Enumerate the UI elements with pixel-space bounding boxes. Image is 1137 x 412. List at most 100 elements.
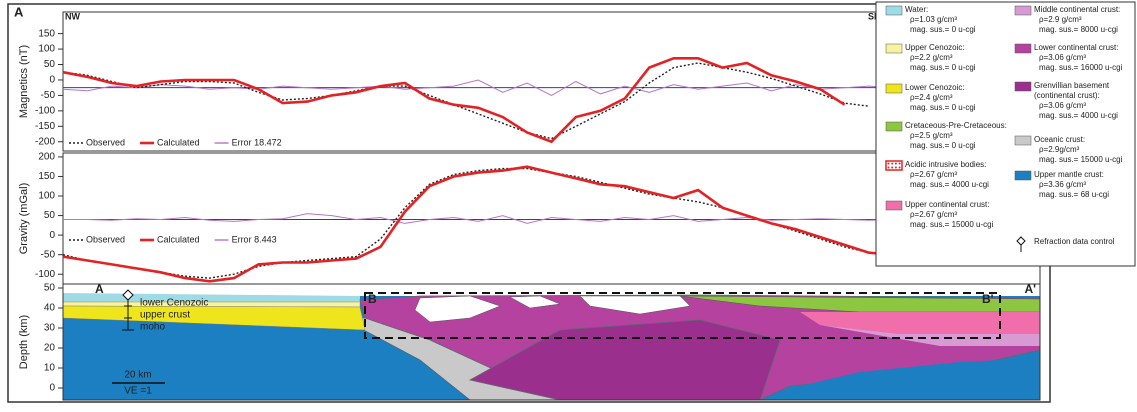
y-tick-label: 50 (44, 283, 56, 294)
legend-label: Observed (86, 234, 125, 244)
y-tick-label: 50 (44, 210, 56, 221)
y-tick-label: 0 (49, 75, 55, 86)
y-tick-label: -100 (35, 269, 55, 280)
y-tick-label: 30 (44, 323, 56, 334)
plot-frame (62, 283, 1041, 401)
intrusive-body (579, 295, 691, 315)
y-axis-label: Depth (km) (18, 315, 30, 369)
y-axis-label: Magnetics (nT) (18, 45, 30, 118)
legend-detail: (continental crust): (1034, 91, 1100, 100)
y-tick-label: 150 (38, 28, 55, 39)
legend-label: Upper continental crust: (905, 200, 990, 209)
legend-swatch (1014, 43, 1032, 54)
y-tick-label: -50 (41, 90, 56, 101)
y-tick-label: 200 (38, 152, 55, 163)
legend-label: Lower continental crust: (1034, 43, 1119, 52)
legend-detail: mag. sus.= 0 u-cgi (910, 103, 976, 112)
legend-swatch (885, 160, 903, 171)
legend-detail: ρ=3.06 g/cm³ (1039, 101, 1086, 110)
swatch-dot (891, 166, 894, 169)
intrusive-body (414, 295, 501, 323)
annotation: A' (1024, 282, 1036, 296)
legend-label: Cretaceous-Pre-Cretaceous: (905, 121, 1007, 130)
figure-label: A (14, 4, 24, 19)
legend-label: Acidic intrusive bodies: (905, 160, 986, 169)
y-tick-label: -200 (35, 136, 55, 147)
upper-continental-crust (800, 312, 1040, 334)
y-axis-label: Gravity (mGal) (18, 183, 30, 255)
legend-label: Refraction data control (1034, 237, 1115, 246)
legend-label: Oceanic crust: (1034, 135, 1085, 144)
legend-swatch (1014, 170, 1032, 181)
mantle-right (790, 358, 1040, 400)
legend-detail: ρ=3.36 g/cm³ (1039, 180, 1086, 189)
y-tick-label: 10 (44, 363, 56, 374)
legend-detail: mag. sus.= 16000 u-cgi (1039, 63, 1123, 72)
legend-label: Error 18.472 (232, 137, 282, 147)
legend-symbol (1016, 236, 1026, 252)
y-tick-label: -150 (35, 121, 55, 132)
swatch-dot (894, 162, 897, 165)
legend-label: Middle continental crust: (1034, 5, 1120, 14)
direction-label: SE (868, 11, 880, 21)
legend-detail: mag. sus.= 15000 u-cgi (1039, 155, 1123, 164)
annotation: VE =1 (124, 386, 152, 397)
legend-label: Grenvillian basement (1034, 81, 1110, 90)
legend-swatch (885, 83, 903, 94)
legend-label: Lower Cenozoic: (905, 83, 965, 92)
legend-label: Water: (905, 5, 928, 14)
y-tick-label: 50 (44, 59, 56, 70)
legend-label: Calculated (157, 234, 200, 244)
y-tick-label: 100 (38, 44, 55, 55)
series-line (62, 57, 846, 144)
refraction-marker (122, 289, 134, 301)
series-line (62, 79, 894, 96)
legend-box (875, 1, 1136, 267)
legend-detail: mag. sus.= 4000 u-cgi (910, 180, 989, 189)
legend-detail: ρ=2.67 g/cm³ (910, 170, 957, 179)
legend-detail: ρ=2.4 g/cm³ (910, 93, 953, 102)
water (63, 293, 360, 302)
direction-label: NW (65, 11, 80, 21)
legend-detail: mag. sus.= 8000 u-cgi (1039, 25, 1118, 34)
legend-detail: ρ=1.03 g/cm³ (910, 15, 957, 24)
series-line (62, 62, 870, 140)
legend-detail: mag. sus.= 0 u-cgi (910, 25, 976, 34)
swatch-dot (898, 162, 901, 165)
legend-detail: mag. sus.= 68 u-cgi (1039, 190, 1109, 199)
annotation: B' (982, 292, 994, 306)
y-tick-label: 40 (44, 303, 56, 314)
annotation: A (95, 282, 104, 296)
legend-swatch (1014, 81, 1032, 92)
legend-swatch (885, 43, 903, 54)
legend-swatch (885, 5, 903, 16)
legend-label: Error 8.443 (232, 234, 277, 244)
swatch-dot (887, 166, 890, 169)
swatch-dot (887, 162, 890, 165)
legend-detail: mag. sus.= 0 u-cgi (910, 63, 976, 72)
legend-label: Upper mantle crust: (1034, 170, 1104, 179)
legend-swatch (885, 200, 903, 211)
annotation: 20 km (124, 370, 151, 381)
intrusive-body (509, 295, 561, 309)
legend-label: Upper Cenozoic: (905, 43, 965, 52)
middle-continental-crust (820, 325, 1040, 346)
annotation: B (368, 292, 377, 306)
legend-detail: ρ=2.9g/cm³ (1039, 145, 1080, 154)
legend-detail: ρ=2.9 g/cm³ (1039, 15, 1082, 24)
y-tick-label: 0 (49, 383, 55, 394)
cross-section (62, 289, 1041, 401)
legend-label: Calculated (157, 137, 200, 147)
legend-detail: ρ=2.2 g/cm³ (910, 53, 953, 62)
legend-detail: mag. sus.= 4000 u-cgi (1039, 111, 1118, 120)
y-tick-label: -50 (41, 249, 56, 260)
y-tick-label: 150 (38, 171, 55, 182)
y-tick-label: 100 (38, 191, 55, 202)
annotation: upper crust (140, 310, 190, 321)
legend-swatch (885, 121, 903, 132)
y-tick-label: 0 (49, 230, 55, 241)
legend-swatch (1014, 135, 1032, 146)
annotation: lower Cenozoic (140, 298, 208, 309)
